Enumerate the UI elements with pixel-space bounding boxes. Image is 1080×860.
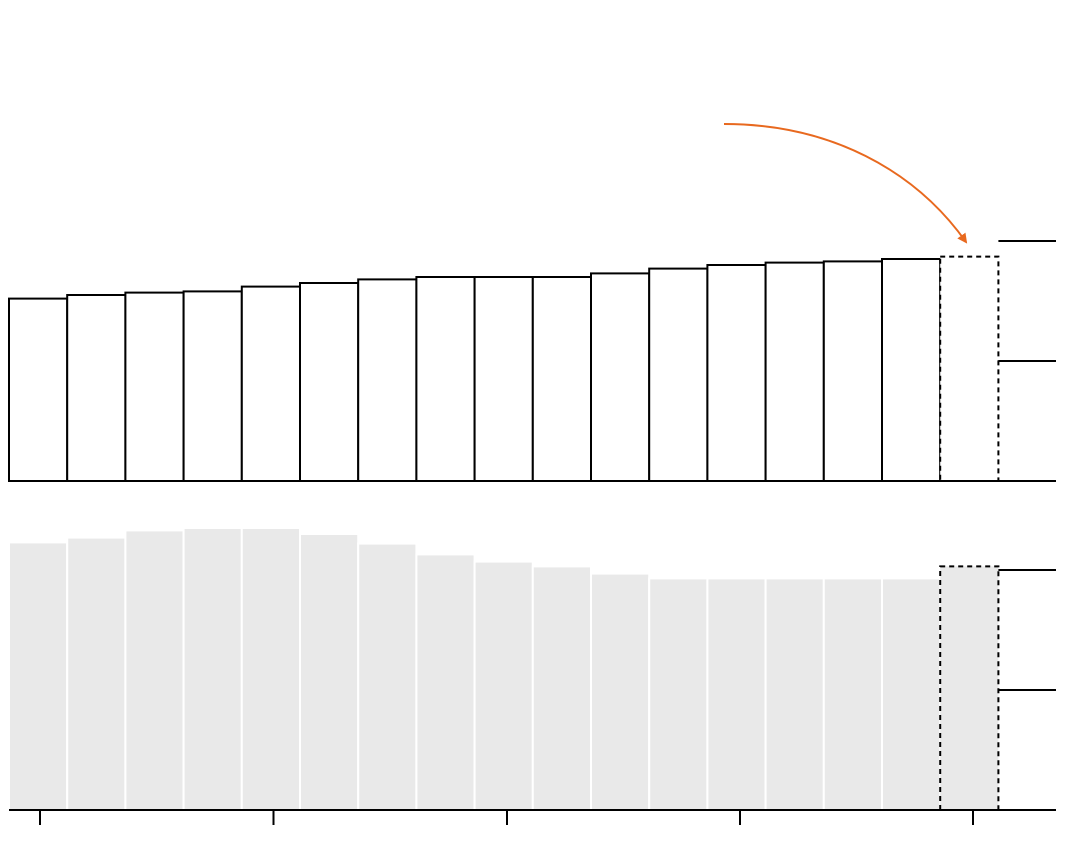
top-bar-15 — [822, 260, 883, 482]
bottom-bar-6 — [299, 533, 360, 811]
annotation-arrow — [723, 123, 968, 244]
top-bar-7 — [357, 278, 418, 482]
top-bar-3 — [124, 291, 185, 482]
top-bar-12 — [648, 267, 709, 482]
top-bar-13 — [706, 264, 767, 482]
x-axis — [39, 811, 974, 825]
top-bar-6 — [299, 282, 360, 482]
bottom-bar-9 — [473, 560, 534, 811]
bottom-bar-13 — [706, 577, 767, 812]
bottom-bar-17 — [939, 565, 1000, 812]
top-bar-2 — [66, 294, 127, 482]
bottom-bar-11 — [590, 572, 651, 811]
top-bar-11 — [590, 272, 651, 482]
top-bar-16 — [881, 258, 942, 482]
top-bar-8 — [415, 276, 476, 482]
bottom-bar-4 — [182, 527, 243, 811]
top-panel — [8, 240, 1056, 482]
bottom-bar-3 — [124, 529, 185, 812]
bottom-panel — [8, 527, 1056, 812]
bottom-bar-14 — [764, 577, 825, 812]
bottom-bar-16 — [881, 577, 942, 812]
top-bar-10 — [531, 276, 592, 482]
top-bar-9 — [473, 276, 534, 482]
top-bar-1 — [8, 297, 69, 482]
bottom-bar-10 — [531, 565, 592, 812]
bottom-bar-7 — [357, 542, 418, 811]
bottom-bar-5 — [240, 527, 302, 811]
top-bar-5 — [240, 285, 302, 482]
bottom-bar-15 — [822, 577, 883, 812]
bottom-bar-8 — [415, 553, 476, 812]
bottom-bar-2 — [66, 536, 127, 811]
top-bar-17 — [939, 255, 1000, 482]
bottom-bar-1 — [8, 541, 69, 812]
top-bar-4 — [182, 290, 243, 482]
top-bar-14 — [764, 261, 825, 482]
bottom-bar-12 — [648, 577, 709, 812]
